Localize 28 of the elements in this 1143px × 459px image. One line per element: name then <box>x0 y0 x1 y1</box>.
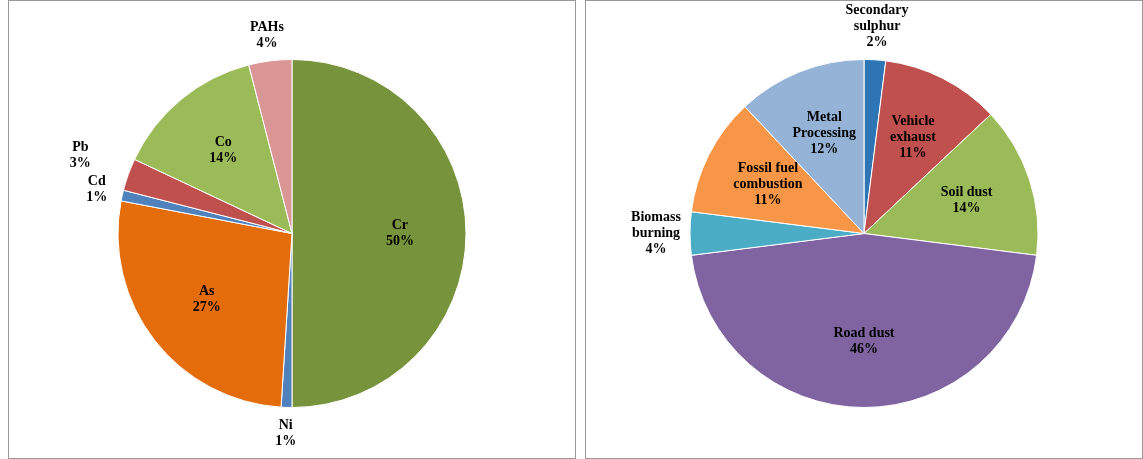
slice-label: Co <box>214 133 232 149</box>
slice-label: Pb <box>72 139 89 155</box>
slice-label: Soil dust <box>940 183 993 199</box>
data-label: 14% <box>952 199 981 215</box>
slice-label: Fossil fuel combustion <box>733 160 803 192</box>
slice-label: Metal Processing <box>792 108 857 140</box>
data-label: 3% <box>69 155 91 171</box>
data-label: 50% <box>385 233 414 249</box>
data-label: 11% <box>899 144 927 160</box>
slice-label: As <box>198 283 216 299</box>
data-label: 1% <box>86 189 108 205</box>
data-label: 46% <box>850 340 878 356</box>
slice-label: PAHs <box>249 18 285 34</box>
data-label: 4% <box>256 34 278 50</box>
slice-label: Road dust <box>833 324 895 340</box>
data-label: 2% <box>866 33 888 49</box>
slice-label: Biomass burning <box>631 209 682 241</box>
data-label: 14% <box>209 149 238 165</box>
slice-label: Cr <box>391 217 409 233</box>
slice-label: Ni <box>278 417 293 433</box>
data-label: 1% <box>275 433 297 449</box>
data-label: 12% <box>810 140 839 156</box>
data-label: 27% <box>192 299 221 315</box>
slice-label: Cd <box>87 173 106 189</box>
slice-label: Vehicle exhaust <box>890 112 937 144</box>
data-label: 11% <box>754 192 782 208</box>
slice-label: Secondary sulphur <box>845 1 909 33</box>
data-label: 4% <box>645 241 667 257</box>
